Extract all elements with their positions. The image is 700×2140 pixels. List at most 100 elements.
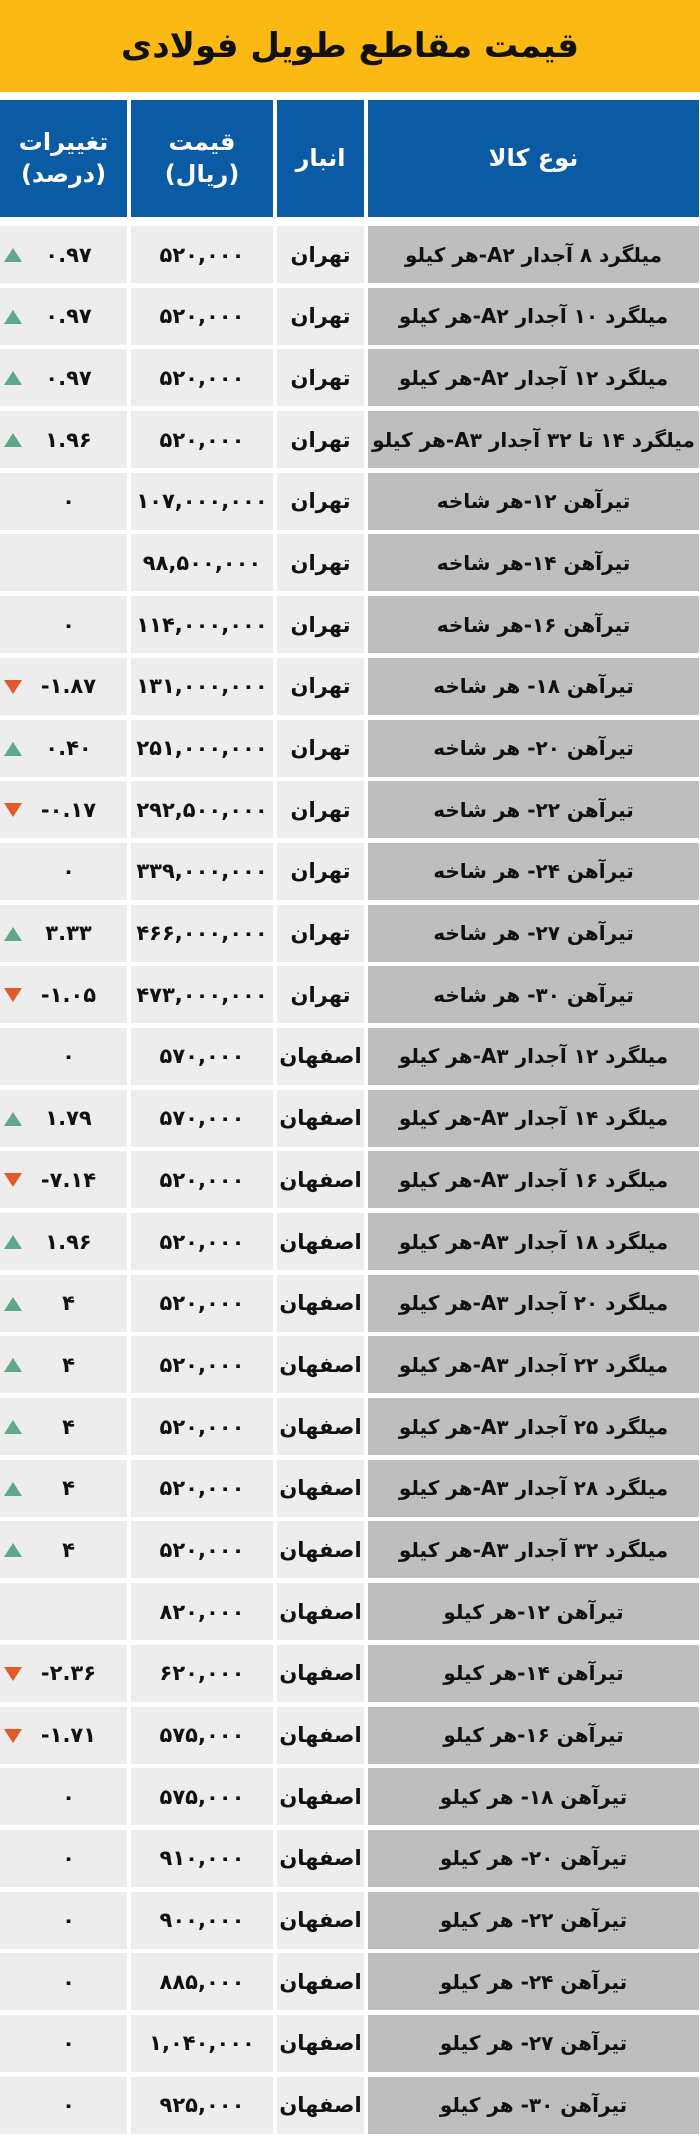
name-cell: تیرآهن ۱۶-هر شاخه bbox=[368, 596, 699, 654]
table-header: تغییرات (درصد) قیمت (ریال) انبار نوع کال… bbox=[0, 100, 700, 217]
change-cell: -۱.۷۱ bbox=[0, 1706, 127, 1764]
table-row: ۰ ۹۲۵,۰۰۰ اصفهان تیرآهن ۳۰- هر کیلو bbox=[0, 2076, 700, 2134]
name-cell: تیرآهن ۱۴-هر کیلو bbox=[368, 1644, 699, 1702]
price-cell: ۱۱۴,۰۰۰,۰۰۰ bbox=[131, 596, 273, 654]
price-cell: ۸۲۰,۰۰۰ bbox=[131, 1583, 273, 1641]
change-value: ۴ bbox=[62, 1291, 75, 1316]
anbar-cell: تهران bbox=[277, 904, 364, 962]
anbar-cell: اصفهان bbox=[277, 1953, 364, 2011]
name-cell: تیرآهن ۳۰- هر شاخه bbox=[368, 966, 699, 1024]
anbar-cell: تهران bbox=[277, 657, 364, 715]
triangle-down-icon bbox=[4, 803, 22, 818]
price-cell: ۵۲۰,۰۰۰ bbox=[131, 1336, 273, 1394]
change-cell: ۰ bbox=[0, 1891, 127, 1949]
change-value: ۱.۹۶ bbox=[45, 427, 92, 452]
change-cell: ۳.۳۳ bbox=[0, 904, 127, 962]
change-cell bbox=[0, 1583, 127, 1641]
price-cell: ۵۲۰,۰۰۰ bbox=[131, 1521, 273, 1579]
change-cell: ۰ bbox=[0, 1768, 127, 1826]
price-cell: ۵۷۵,۰۰۰ bbox=[131, 1768, 273, 1826]
change-cell: ۰ bbox=[0, 2076, 127, 2134]
name-cell: میلگرد ۸ آجدار A۲-هر کیلو bbox=[368, 226, 699, 283]
change-cell: ۰ bbox=[0, 2014, 127, 2072]
name-cell: تیرآهن ۲۴- هر شاخه bbox=[368, 842, 699, 900]
change-value: ۰.۴۰ bbox=[45, 736, 92, 760]
anbar-cell: اصفهان bbox=[277, 2014, 364, 2072]
triangle-down-icon bbox=[4, 1728, 22, 1743]
name-cell: تیرآهن ۱۲-هر کیلو bbox=[368, 1583, 699, 1641]
triangle-up-icon bbox=[4, 1111, 22, 1126]
price-cell: ۵۷۰,۰۰۰ bbox=[131, 1089, 273, 1147]
table-row: ۰ ۹۱۰,۰۰۰ اصفهان تیرآهن ۲۰- هر کیلو bbox=[0, 1829, 700, 1887]
change-value: ۰ bbox=[62, 2031, 75, 2056]
triangle-down-icon bbox=[4, 679, 22, 694]
name-cell: تیرآهن ۲۷- هر شاخه bbox=[368, 904, 699, 962]
table-row: ۱.۹۶ ۵۲۰,۰۰۰ اصفهان میلگرد ۱۸ آجدار A۳-هر ک… bbox=[0, 1213, 700, 1270]
price-cell: ۹۲۵,۰۰۰ bbox=[131, 2076, 273, 2134]
change-cell: ۴ bbox=[0, 1459, 127, 1517]
anbar-cell: تهران bbox=[277, 596, 364, 654]
name-cell: میلگرد ۲۰ آجدار A۳-هر کیلو bbox=[368, 1274, 699, 1332]
price-cell: ۹۰۰,۰۰۰ bbox=[131, 1891, 273, 1949]
triangle-up-icon bbox=[4, 433, 22, 448]
price-cell: ۲۹۲,۵۰۰,۰۰۰ bbox=[131, 781, 273, 839]
table-row: ۰ ۳۳۹,۰۰۰,۰۰۰ تهران تیرآهن ۲۴- هر شاخه bbox=[0, 842, 700, 900]
anbar-cell: اصفهان bbox=[277, 2076, 364, 2134]
change-value: ۱.۷۹ bbox=[45, 1106, 92, 1131]
name-cell: تیرآهن ۲۰- هر شاخه bbox=[368, 719, 699, 777]
name-cell: تیرآهن ۱۸- هر شاخه bbox=[368, 657, 699, 715]
change-value: ۰ bbox=[62, 1908, 75, 1933]
price-cell: ۹۸,۵۰۰,۰۰۰ bbox=[131, 534, 273, 592]
change-cell: ۰ bbox=[0, 596, 127, 654]
anbar-cell: اصفهان bbox=[277, 1583, 364, 1641]
anbar-cell: اصفهان bbox=[277, 1829, 364, 1887]
anbar-cell: اصفهان bbox=[277, 1521, 364, 1579]
price-cell: ۲۵۱,۰۰۰,۰۰۰ bbox=[131, 719, 273, 777]
price-cell: ۵۷۵,۰۰۰ bbox=[131, 1706, 273, 1764]
change-cell: -۰.۱۷ bbox=[0, 781, 127, 839]
change-cell: ۰.۹۷ bbox=[0, 349, 127, 407]
anbar-cell: اصفهان bbox=[277, 1336, 364, 1394]
name-cell: تیرآهن ۲۰- هر کیلو bbox=[368, 1829, 699, 1887]
name-cell: میلگرد ۱۲ آجدار A۲-هر کیلو bbox=[368, 349, 699, 407]
price-cell: ۵۲۰,۰۰۰ bbox=[131, 226, 273, 283]
anbar-cell: تهران bbox=[277, 411, 364, 469]
change-value: ۴ bbox=[62, 1414, 75, 1439]
triangle-down-icon bbox=[4, 1173, 22, 1188]
price-cell: ۵۲۰,۰۰۰ bbox=[131, 1398, 273, 1456]
anbar-cell: اصفهان bbox=[277, 1768, 364, 1826]
table-row: ۰ ۹۰۰,۰۰۰ اصفهان تیرآهن ۲۲- هر کیلو bbox=[0, 1891, 700, 1949]
table-row: ۰ ۵۷۵,۰۰۰ اصفهان تیرآهن ۱۸- هر کیلو bbox=[0, 1768, 700, 1826]
table-row: ۰ ۱۰۷,۰۰۰,۰۰۰ تهران تیرآهن ۱۲-هر شاخه bbox=[0, 472, 700, 530]
change-cell: ۱.۹۶ bbox=[0, 411, 127, 469]
table-body: ۰.۹۷ ۵۲۰,۰۰۰ تهران میلگرد ۸ آجدار A۲-هر کیل… bbox=[0, 226, 700, 2134]
name-cell: تیرآهن ۲۲- هر شاخه bbox=[368, 781, 699, 839]
change-cell: ۰.۴۰ bbox=[0, 719, 127, 777]
name-cell: میلگرد ۲۲ آجدار A۳-هر کیلو bbox=[368, 1336, 699, 1394]
change-cell bbox=[0, 534, 127, 592]
triangle-up-icon bbox=[4, 1296, 22, 1311]
change-value: ۴ bbox=[62, 1537, 75, 1562]
name-cell: تیرآهن ۱۲-هر شاخه bbox=[368, 472, 699, 530]
price-cell: ۱۰۷,۰۰۰,۰۰۰ bbox=[131, 472, 273, 530]
anbar-cell: اصفهان bbox=[277, 1459, 364, 1517]
change-value: ۴ bbox=[62, 1476, 75, 1501]
anbar-cell: اصفهان bbox=[277, 1089, 364, 1147]
price-cell: ۶۲۰,۰۰۰ bbox=[131, 1644, 273, 1702]
header-anbar: انبار bbox=[277, 100, 364, 217]
change-value: ۰ bbox=[62, 1846, 75, 1871]
table-row: ۰.۹۷ ۵۲۰,۰۰۰ تهران میلگرد ۱۲ آجدار A۲-هر کی… bbox=[0, 349, 700, 407]
header-change: تغییرات (درصد) bbox=[0, 100, 127, 217]
change-value: -۱.۸۷ bbox=[40, 674, 97, 699]
name-cell: میلگرد ۲۸ آجدار A۳-هر کیلو bbox=[368, 1459, 699, 1517]
anbar-cell: تهران bbox=[277, 287, 364, 345]
page-title: قیمت مقاطع طویل فولادی bbox=[0, 0, 700, 92]
price-cell: ۵۲۰,۰۰۰ bbox=[131, 1151, 273, 1209]
anbar-cell: تهران bbox=[277, 472, 364, 530]
name-cell: میلگرد ۱۰ آجدار A۲-هر کیلو bbox=[368, 287, 699, 345]
triangle-up-icon bbox=[4, 248, 22, 262]
price-cell: ۵۲۰,۰۰۰ bbox=[131, 1213, 273, 1270]
price-cell: ۵۲۰,۰۰۰ bbox=[131, 349, 273, 407]
price-cell: ۵۲۰,۰۰۰ bbox=[131, 287, 273, 345]
anbar-cell: اصفهان bbox=[277, 1644, 364, 1702]
